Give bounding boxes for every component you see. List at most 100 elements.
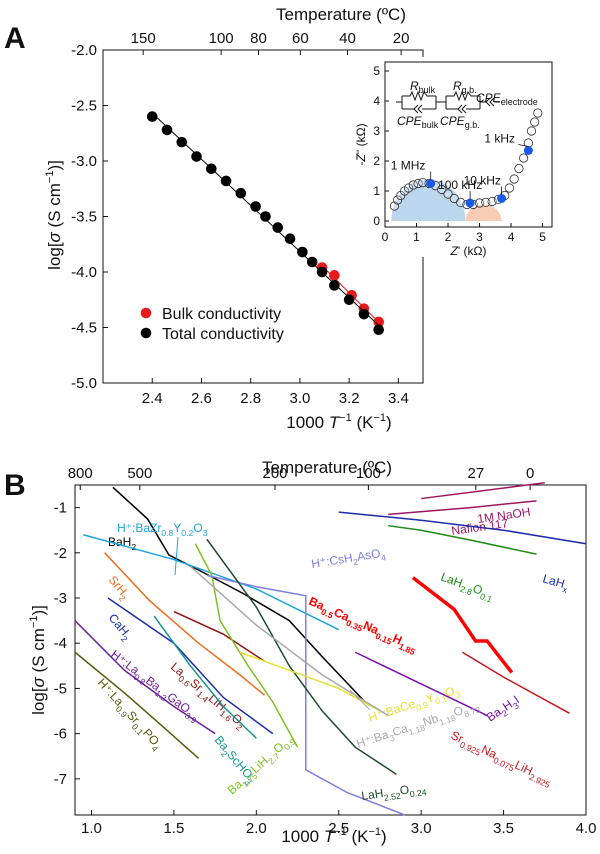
series-line bbox=[411, 576, 514, 674]
y-tick-label: -5 bbox=[54, 680, 67, 697]
panel-a-letter: A bbox=[4, 22, 26, 55]
inset-x-tick-label: 2 bbox=[445, 230, 452, 244]
total-point bbox=[343, 294, 355, 306]
total-point bbox=[297, 246, 308, 258]
panel-a-y-axis-label: log[σ (S cm−1)] bbox=[44, 160, 64, 270]
inset-frequency-label: 10 kHz bbox=[464, 174, 501, 188]
total-point bbox=[176, 136, 188, 148]
inset-x-label: Z' (kΩ) bbox=[450, 244, 487, 258]
top-tick-label: 20 bbox=[393, 30, 410, 47]
x-tick-label: 3.0 bbox=[289, 390, 310, 407]
top-tick-label: 800 bbox=[68, 465, 93, 482]
inset-open-point bbox=[530, 117, 540, 127]
top-tick-label: 150 bbox=[131, 30, 156, 47]
series-line bbox=[388, 500, 537, 516]
top-tick-label: 0 bbox=[526, 465, 534, 482]
top-tick-label: 100 bbox=[209, 30, 234, 47]
total-point bbox=[235, 187, 247, 199]
inset-open-point bbox=[404, 183, 414, 193]
inset-y-tick-label: 4 bbox=[373, 94, 380, 108]
panel-b-x-axis-label: 1000 T−1 (K−1) bbox=[281, 826, 386, 846]
inset-frequency-marker bbox=[523, 146, 533, 155]
total-point bbox=[146, 111, 158, 122]
total-point bbox=[306, 256, 318, 268]
series-label: Ba0.5​Ca0.35​Na0.15​H1.85​ bbox=[306, 594, 420, 657]
top-tick-label: 80 bbox=[250, 30, 267, 47]
inset-frequency-label: 100 kHz bbox=[438, 178, 482, 192]
top-tick-label: 200 bbox=[263, 465, 288, 482]
series-line bbox=[338, 511, 587, 545]
inset-open-point bbox=[533, 108, 543, 118]
inset-frequency-marker bbox=[497, 194, 507, 203]
panel-a-top-axis-label: Temperature (ºC) bbox=[276, 5, 406, 24]
series-line bbox=[104, 552, 266, 696]
y-tick-label: -5.0 bbox=[71, 375, 97, 392]
series-label: LaH2.8​O0.1​ bbox=[438, 570, 496, 605]
resistor-symbol bbox=[402, 90, 436, 102]
x-tick-label: 3.2 bbox=[339, 390, 360, 407]
x-tick-label: 2.0 bbox=[246, 820, 267, 837]
cpe-symbol bbox=[457, 104, 463, 114]
y-tick-label: -4.0 bbox=[71, 264, 97, 281]
x-tick-label: 2.5 bbox=[328, 820, 349, 837]
inset-x-tick-label: 4 bbox=[508, 230, 515, 244]
series-line bbox=[83, 534, 340, 631]
total-point bbox=[250, 201, 261, 212]
x-tick-label: 2.4 bbox=[142, 390, 163, 407]
legend-marker bbox=[140, 327, 152, 339]
inset-x-tick-label: 5 bbox=[539, 230, 546, 244]
cpe-symbol bbox=[489, 97, 495, 107]
bulk-point bbox=[329, 270, 340, 281]
inset-y-tick-label: 5 bbox=[373, 64, 380, 78]
total-point bbox=[284, 233, 296, 244]
panel-b-y-axis-label: log[σ (S cm−1)] bbox=[28, 605, 48, 715]
top-tick-label: 40 bbox=[339, 30, 356, 47]
y-tick-label: -4 bbox=[54, 635, 67, 652]
cpe-symbol bbox=[485, 97, 491, 107]
total-point bbox=[206, 163, 217, 175]
y-tick-label: -3 bbox=[54, 590, 67, 607]
inset-open-point bbox=[443, 189, 453, 199]
series-line bbox=[74, 620, 216, 735]
y-tick-label: -2.5 bbox=[71, 98, 97, 115]
inset-frequency-label: 1 kHz bbox=[484, 132, 515, 146]
y-tick-label: -6 bbox=[54, 726, 67, 743]
inset-frequency-label: 1 MHz bbox=[391, 159, 426, 173]
x-tick-label: 4.0 bbox=[576, 820, 597, 837]
label-arrow bbox=[349, 689, 371, 711]
cpe-symbol bbox=[417, 104, 423, 114]
series-line bbox=[206, 538, 397, 775]
inset-frame bbox=[384, 61, 553, 228]
total-point bbox=[220, 175, 232, 187]
inset-y-label: -Z'' (kΩ) bbox=[354, 123, 368, 165]
series-line bbox=[206, 574, 405, 816]
y-tick-label: -2 bbox=[54, 545, 67, 562]
total-point bbox=[260, 211, 271, 222]
total-point bbox=[316, 266, 328, 278]
circuit-cpe-electrode-label: CPEelectrode bbox=[476, 91, 538, 107]
top-tick-label: 100 bbox=[356, 465, 381, 482]
series-line bbox=[354, 651, 488, 717]
y-tick-label: -3.0 bbox=[71, 153, 97, 170]
inset-frequency-marker bbox=[465, 198, 475, 208]
series-label: LaH2.52​O0.24​ bbox=[360, 780, 427, 806]
circuit-r-gb-label: Rg.b. bbox=[453, 79, 477, 95]
top-tick-label: 27 bbox=[467, 465, 484, 482]
series-line bbox=[112, 486, 366, 703]
label-arrow bbox=[174, 536, 179, 576]
y-tick-label: -2.0 bbox=[71, 42, 97, 59]
total-point bbox=[272, 222, 284, 233]
inset-x-tick-label: 0 bbox=[382, 230, 389, 244]
series-label: Sr0.925​Na0.075​LiH2.925​ bbox=[447, 728, 554, 790]
total-point bbox=[358, 308, 370, 320]
inset-open-point bbox=[514, 163, 524, 174]
inset-background bbox=[366, 57, 561, 257]
series-label: H⁺:CsH2​AsO4​ bbox=[310, 545, 387, 573]
inset-y-tick-label: 1 bbox=[373, 184, 380, 198]
series-line bbox=[173, 610, 265, 662]
x-tick-label: 1.0 bbox=[81, 820, 102, 837]
series-line bbox=[194, 543, 299, 748]
circuit-cpe-gb-label: CPEg.b. bbox=[440, 114, 480, 130]
